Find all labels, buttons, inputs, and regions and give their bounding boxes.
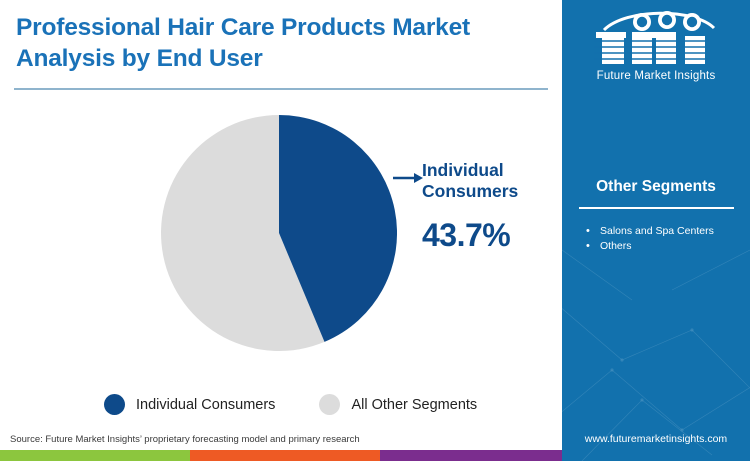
legend-label: Individual Consumers: [136, 396, 276, 413]
legend-color-swatch-icon: [104, 394, 125, 415]
brand-wordmark: Future Market Insights: [596, 70, 716, 82]
list-item: Others: [584, 239, 744, 255]
pie-slice-all-other-segments: [161, 115, 325, 351]
pie-slice-individual-consumers: [279, 115, 397, 342]
source-note: Source: Future Market Insights’ propriet…: [10, 434, 360, 445]
pie-chart: [161, 115, 397, 351]
callout-value: 43.7%: [422, 217, 511, 253]
side-panel: Future Market Insights Other Segments Sa…: [562, 0, 750, 461]
bar-segment-green: [0, 450, 190, 461]
bottom-color-bar: [0, 450, 562, 461]
legend-item-individual-consumers: Individual Consumers: [104, 394, 275, 415]
legend-item-all-other-segments: All Other Segments: [319, 394, 477, 415]
legend-label: All Other Segments: [351, 396, 478, 413]
fmi-logo-icon: [594, 11, 716, 64]
bar-segment-orange: [190, 450, 380, 461]
content-area: Professional Hair Care Products Market A…: [10, 14, 548, 445]
chart-legend: Individual Consumers All Other Segments: [104, 394, 477, 415]
header-divider: [14, 88, 548, 90]
website-url[interactable]: www.futuremarketinsights.com: [584, 433, 728, 445]
panel-heading: Other Segments: [596, 178, 716, 195]
bar-segment-purple: [380, 450, 562, 461]
brand-logo: Future Market Insights: [562, 8, 750, 82]
pie-chart-svg: [161, 115, 397, 351]
panel-texture-decoration: [562, 249, 750, 461]
panel-divider: [579, 207, 734, 209]
list-item: Salons and Spa Centers: [584, 223, 744, 239]
page-title: Professional Hair Care Products Market A…: [16, 14, 470, 73]
callout-label: Individual Consumers: [422, 160, 519, 202]
legend-color-swatch-icon: [319, 394, 341, 415]
arrow-right-icon: [393, 173, 423, 183]
other-segments-list: Salons and Spa Centers Others: [584, 223, 744, 255]
